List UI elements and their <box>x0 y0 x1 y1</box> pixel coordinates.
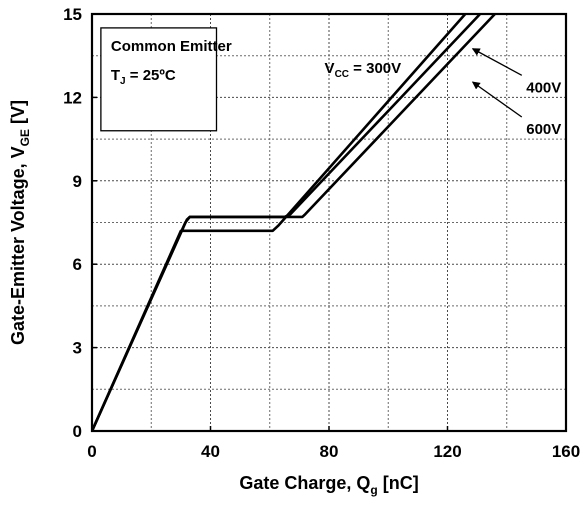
series-line-600v <box>92 14 496 431</box>
series-layer <box>92 14 496 431</box>
series-label-400v-arrow <box>471 48 523 76</box>
series-label-300v-main: V <box>325 60 335 77</box>
x-axis-label: Gate Charge, Qg [nC] <box>239 473 418 497</box>
x-tick-label: 120 <box>433 442 461 461</box>
series-label-600v: 600V <box>526 121 561 138</box>
x-axis-label-main: Gate Charge, Q <box>239 473 370 493</box>
conditions-line-2: TJ = 25ºC <box>111 67 176 87</box>
y-tick-label: 6 <box>73 255 82 274</box>
conditions-line-1: Common Emitter <box>111 38 232 55</box>
y-tick-label: 15 <box>63 5 82 24</box>
conditions-line-2-main: T <box>111 67 120 84</box>
y-tick-label: 12 <box>63 88 82 107</box>
series-label-300v-sub: CC <box>335 69 349 80</box>
conditions-box <box>100 27 218 132</box>
conditions-line-2-rest: = 25ºC <box>126 67 176 84</box>
series-label-600v-arrow <box>471 81 523 118</box>
y-axis-label-unit: [V] <box>8 100 28 129</box>
x-tick-label: 160 <box>552 442 580 461</box>
y-tick-label: 3 <box>73 339 82 358</box>
frame-layer <box>90 12 568 433</box>
x-tick-label: 0 <box>87 442 96 461</box>
series-label-300v: VCC = 300V <box>325 60 402 80</box>
y-axis-label-sub: GE <box>18 129 32 146</box>
y-axis-label-group: Gate-Emitter Voltage, VGE [V] <box>8 100 32 345</box>
x-tick-label: 80 <box>320 442 339 461</box>
conditions-line-2-sub: J <box>120 76 126 87</box>
y-axis-label-main: Gate-Emitter Voltage, V <box>8 146 28 345</box>
series-label-400v: 400V <box>526 79 561 96</box>
x-axis-label-sub: g <box>370 483 377 497</box>
x-axis-label-unit: [nC] <box>378 473 419 493</box>
x-tick-label: 40 <box>201 442 220 461</box>
y-tick-label: 9 <box>73 172 82 191</box>
series-label-300v-rest: = 300V <box>349 60 401 77</box>
y-axis-label: Gate-Emitter Voltage, VGE [V] <box>8 100 32 345</box>
grid-layer <box>92 14 566 431</box>
y-tick-label: 0 <box>73 422 82 441</box>
